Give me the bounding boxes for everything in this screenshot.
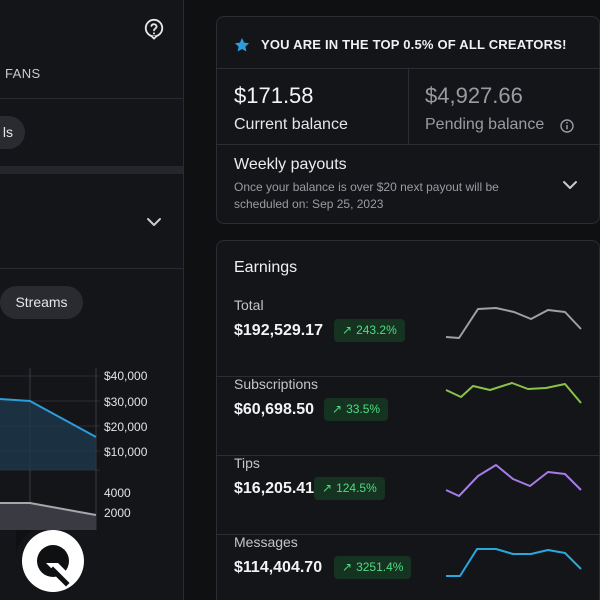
chevron-down-icon[interactable]	[561, 176, 579, 194]
y-tick-label: $30,000	[104, 395, 148, 409]
growth-badge-value: 124.5%	[336, 481, 377, 495]
info-icon[interactable]	[560, 119, 574, 133]
streams-chip[interactable]: Streams	[0, 286, 83, 319]
divider	[408, 69, 409, 145]
earnings-area-chart	[0, 368, 100, 530]
earnings-row-value: $60,698.50	[234, 401, 315, 418]
weekly-payouts-title[interactable]: Weekly payouts	[234, 156, 347, 173]
current-balance-amount: $171.58	[234, 83, 314, 108]
banner-text: YOU ARE IN THE TOP 0.5% OF ALL CREATORS!	[261, 37, 567, 52]
arrow-up-right-icon: ↗	[342, 560, 353, 574]
fans-tab-label[interactable]: FANS	[5, 66, 41, 81]
earnings-row-label: Messages	[234, 534, 298, 550]
y-tick-label: $40,000	[104, 369, 148, 383]
star-icon	[234, 38, 250, 52]
growth-badge: ↗ 243.2%	[334, 319, 405, 342]
earnings-card: Earnings Total $192,529.17 ↗ 243.2% Subsc…	[216, 240, 600, 600]
left-panel: FANS ls Streams $40,000 $30,000 $20,000 …	[0, 0, 184, 600]
chevron-down-icon[interactable]	[145, 213, 163, 231]
growth-badge-value: 33.5%	[346, 402, 381, 416]
sparkline-total	[445, 307, 582, 339]
arrow-up-right-icon: ↗	[332, 402, 343, 416]
earnings-row-value: $192,529.17	[234, 322, 323, 339]
divider	[0, 98, 183, 99]
y-tick-label: 4000	[104, 486, 131, 500]
earnings-row-label: Subscriptions	[234, 376, 319, 392]
earnings-row-value: $16,205.41	[234, 480, 315, 497]
arrow-up-right-icon: ↗	[322, 481, 333, 495]
growth-badge: ↗ 124.5%	[314, 477, 385, 500]
payout-description: Once your balance is over $20 next payou…	[234, 179, 534, 213]
earnings-row-tips[interactable]: Tips $16,205.41 ↗ 124.5%	[217, 455, 599, 535]
pending-balance-amount: $4,927.66	[425, 83, 523, 108]
divider	[0, 268, 183, 269]
earnings-row-label: Total	[234, 297, 264, 313]
earnings-row-subscriptions[interactable]: Subscriptions $60,698.50 ↗ 33.5%	[217, 376, 599, 456]
growth-badge: ↗ 33.5%	[324, 398, 389, 421]
top-creator-banner: YOU ARE IN THE TOP 0.5% OF ALL CREATORS!	[217, 17, 599, 69]
payout-description-line: Once your balance is over $20 next payou…	[234, 180, 499, 194]
sparkline-messages	[446, 548, 582, 577]
filter-chip-label: ls	[2, 124, 13, 140]
filter-chip[interactable]: ls	[0, 116, 25, 149]
earnings-row-label: Tips	[234, 455, 260, 471]
current-balance-label: Current balance	[234, 116, 348, 133]
y-tick-label: $20,000	[104, 420, 148, 434]
pending-balance-label: Pending balance	[425, 116, 545, 133]
section-separator	[0, 166, 183, 174]
growth-badge-value: 243.2%	[356, 323, 397, 337]
earnings-title: Earnings	[234, 259, 298, 276]
sparkline-tips	[445, 464, 582, 497]
growth-badge: ↗ 3251.4%	[334, 556, 412, 579]
balance-card: YOU ARE IN THE TOP 0.5% OF ALL CREATORS!…	[216, 16, 600, 224]
y-tick-label: $10,000	[104, 445, 148, 459]
earnings-row-messages[interactable]: Messages $114,404.70 ↗ 3251.4%	[217, 534, 599, 600]
arrow-up-right-icon: ↗	[342, 323, 353, 337]
sparkline-subscriptions	[445, 382, 582, 404]
help-icon[interactable]	[143, 18, 165, 40]
growth-badge-value: 3251.4%	[356, 560, 404, 574]
earnings-row-value: $114,404.70	[234, 559, 323, 576]
payout-description-line: scheduled on: Sep 25, 2023	[234, 197, 384, 211]
balance-row: $171.58 Current balance $4,927.66 Pendin…	[217, 69, 599, 145]
earnings-row-total[interactable]: Total $192,529.17 ↗ 243.2%	[217, 297, 599, 377]
y-tick-label: 2000	[104, 506, 131, 520]
logo-icon	[16, 530, 84, 592]
